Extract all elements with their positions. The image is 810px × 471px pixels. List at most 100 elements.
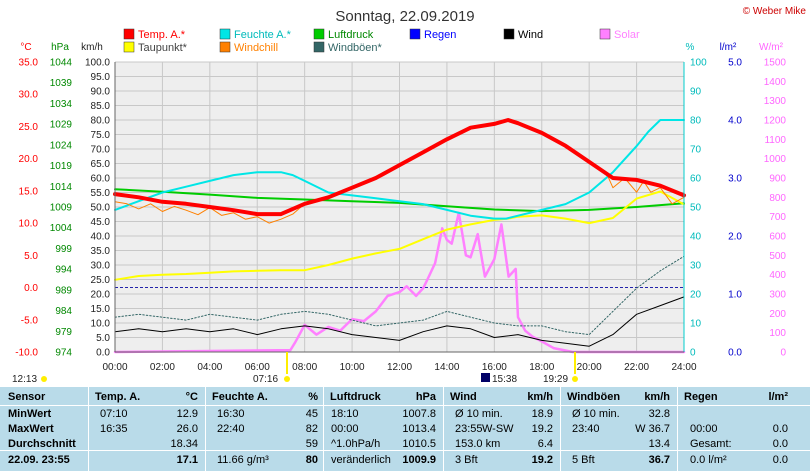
- sun-icon: [41, 376, 47, 382]
- header-temp: Temp. A.: [95, 391, 141, 403]
- tick-label-wind: 45.0: [91, 217, 111, 228]
- legend-label: Taupunkt*: [138, 42, 188, 54]
- stats-table: Sensor Temp. A. °C Feuchte A.% Luftdruck hPa W…: [0, 387, 810, 471]
- humidity-time: 11.66 g/m³: [217, 454, 269, 466]
- axis-unit-temp: °C: [20, 42, 31, 53]
- rain-label: 00:00: [690, 423, 718, 435]
- tick-label-rain: 4.0: [728, 116, 742, 127]
- tick-label-pressure: 1024: [50, 140, 73, 151]
- tick-label-solar: 500: [769, 251, 786, 262]
- header-rain-unit: l/m²: [768, 391, 788, 403]
- gust-label: Ø 10 min.: [572, 408, 620, 420]
- humidity-time: 22:40: [217, 423, 245, 435]
- tick-label-pressure: 989: [55, 285, 72, 296]
- x-tick-label: 16:00: [482, 362, 507, 373]
- axis-unit-rain: l/m²: [720, 42, 737, 53]
- row-label: MinWert: [8, 408, 52, 420]
- tick-label-wind: 10.0: [91, 319, 111, 330]
- tick-label-wind: 50.0: [91, 203, 111, 214]
- header-rain: Regen: [684, 391, 718, 403]
- tick-label-temp: -10.0: [15, 348, 38, 359]
- tick-label-pressure: 979: [55, 327, 72, 338]
- x-tick-label: 12:00: [387, 362, 412, 373]
- series-line: [114, 188, 685, 213]
- tick-label-pressure: 984: [55, 306, 72, 317]
- row-label: MaxWert: [8, 423, 54, 435]
- wind-value: 6.4: [537, 438, 553, 450]
- gust-value: 36.7: [648, 454, 670, 466]
- rain-value: 0.0: [772, 438, 788, 450]
- tick-label-humidity: 80: [690, 116, 702, 127]
- tick-label-wind: 20.0: [91, 290, 111, 301]
- legend-label: Feuchte A.*: [234, 29, 292, 41]
- gust-label: 5 Bft: [572, 454, 595, 466]
- humidity-value: 80: [305, 454, 318, 466]
- x-tick-label: 06:00: [245, 362, 270, 373]
- humidity-value: 59: [305, 438, 318, 450]
- sunrise-icon: [284, 376, 290, 382]
- tick-label-temp: 35.0: [19, 58, 39, 69]
- temp-value: 12.9: [176, 408, 198, 420]
- temp-value: 18.34: [170, 438, 198, 450]
- tick-label-solar: 600: [769, 232, 786, 243]
- tick-label-solar: 100: [769, 328, 786, 339]
- pressure-time: 18:10: [331, 408, 359, 420]
- tick-label-wind: 0.0: [96, 348, 110, 359]
- column-separator: [560, 387, 561, 471]
- column-separator: [677, 387, 678, 471]
- column-separator: [205, 387, 206, 471]
- tick-label-humidity: 40: [690, 232, 702, 243]
- wind-value: 19.2: [531, 423, 553, 435]
- sunset-icon: [572, 376, 578, 382]
- legend-label: Temp. A.*: [138, 29, 186, 41]
- sunset-time: 19:29: [543, 374, 568, 385]
- header-gust-unit: km/h: [644, 391, 670, 403]
- x-tick-label: 20:00: [577, 362, 602, 373]
- time-markers: 12:13 07:16 15:38 19:29: [12, 352, 578, 385]
- tick-label-solar: 400: [769, 270, 786, 281]
- column-separator: [443, 387, 444, 471]
- legend-swatch: [219, 41, 231, 53]
- legend-swatch: [313, 28, 325, 40]
- x-tick-label: 18:00: [529, 362, 554, 373]
- tick-label-wind: 60.0: [91, 174, 111, 185]
- wind-label: 3 Bft: [455, 454, 478, 466]
- tick-label-temp: 0.0: [24, 283, 38, 294]
- header-pressure-unit: hPa: [415, 391, 436, 403]
- gust-value: 13.4: [648, 438, 670, 450]
- legend-label: Wind: [518, 29, 543, 41]
- tick-label-solar: 0: [780, 348, 786, 359]
- tick-label-solar: 700: [769, 212, 786, 223]
- tick-label-rain: 3.0: [728, 174, 742, 185]
- tick-label-wind: 55.0: [91, 188, 111, 199]
- axis-unit-solar: W/m²: [759, 42, 784, 53]
- tick-label-solar: 1100: [764, 135, 786, 146]
- tick-label-wind: 90.0: [91, 87, 111, 98]
- tick-label-humidity: 10: [690, 319, 702, 330]
- pressure-time: ^1.0hPa/h: [331, 438, 381, 450]
- gust-value: W 36.7: [635, 423, 670, 435]
- row-label: Durchschnitt: [8, 438, 76, 450]
- temp-value: 26.0: [176, 423, 198, 435]
- tick-label-pressure: 1014: [50, 182, 73, 193]
- tick-label-humidity: 50: [690, 203, 702, 214]
- tick-label-pressure: 974: [55, 348, 72, 359]
- tick-label-pressure: 1039: [50, 78, 73, 89]
- rain-label: Gesamt:: [690, 438, 732, 450]
- humidity-value: 82: [305, 423, 318, 435]
- tick-label-pressure: 999: [55, 244, 72, 255]
- tick-label-humidity: 30: [690, 261, 702, 272]
- tick-label-wind: 80.0: [91, 116, 111, 127]
- humidity-value: 45: [305, 408, 318, 420]
- rain-label: 0.0 l/m²: [690, 454, 727, 466]
- tick-label-temp: 15.0: [19, 186, 39, 197]
- tick-label-wind: 15.0: [91, 304, 111, 315]
- x-tick-label: 14:00: [434, 362, 459, 373]
- sunrise-time: 07:16: [253, 374, 278, 385]
- pressure-value: 1007.8: [402, 408, 436, 420]
- tick-label-solar: 300: [769, 290, 786, 301]
- tick-label-solar: 800: [769, 193, 786, 204]
- series-line: [113, 211, 686, 354]
- tick-label-humidity: 90: [690, 87, 702, 98]
- tick-label-wind: 30.0: [91, 261, 111, 272]
